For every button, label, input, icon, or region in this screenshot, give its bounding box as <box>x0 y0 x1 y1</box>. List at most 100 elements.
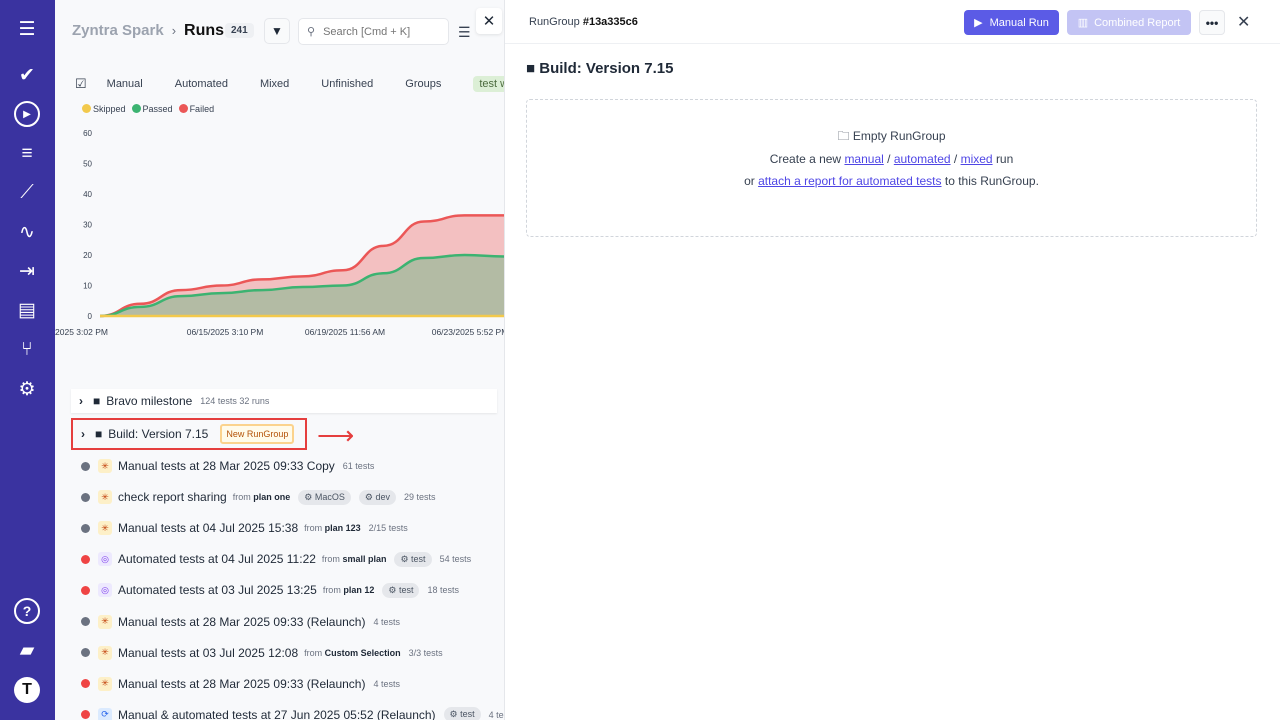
search-box[interactable]: ⚲ <box>298 18 449 45</box>
run-title: Manual tests at 28 Mar 2025 09:33 Copy <box>118 459 335 473</box>
run-plan: from plan one <box>232 492 291 503</box>
runs-chart: 0 10 20 30 40 50 60 06/11/2025 3:02 PM 06/15/202… <box>55 129 504 337</box>
status-icon <box>81 710 90 720</box>
manual-run-button[interactable]: ▶ Manual Run <box>964 10 1059 35</box>
status-icon <box>81 492 90 502</box>
menu-icon[interactable]: ☰ <box>18 18 36 40</box>
settings-sliders-icon[interactable]: ☰ <box>458 24 471 40</box>
mixed-link[interactable]: mixed <box>960 152 993 166</box>
filter-icon: ▼ <box>271 24 283 38</box>
run-row[interactable]: ◎ Automated tests at 03 Jul 2025 13:25 fro… <box>75 578 459 602</box>
close-icon[interactable]: ✕ <box>1237 14 1251 31</box>
search-input[interactable] <box>323 25 434 38</box>
more-options-button[interactable]: ••• <box>1199 10 1225 35</box>
expand-chevron-icon[interactable]: › <box>79 394 83 408</box>
env-tag: ⚙ test <box>443 707 481 720</box>
rungroup-detail: RunGroup #13a335c6 ▶ Manual Run ▥ Combined… <box>505 0 1280 720</box>
tab-groups[interactable]: Groups <box>405 78 442 90</box>
legend-item[interactable]: Skipped <box>82 104 126 114</box>
pulse-icon[interactable]: ∿ <box>19 221 35 243</box>
run-test-count: 4 tests <box>488 709 504 720</box>
bar-chart-icon: ▥ <box>1077 17 1089 29</box>
divider <box>505 43 1280 44</box>
run-title: Manual & automated tests at 27 Jun 2025 … <box>118 707 436 720</box>
manual-run-icon: ✳ <box>98 645 112 660</box>
expand-chevron-icon[interactable]: › <box>81 427 85 441</box>
sidebar: ☰ ✔ ▶ ≡ ⟋ ∿ ⇥ ▤ ⑂ ⚙? ▰ T <box>0 0 55 720</box>
y-tick-label: 10 <box>83 282 92 291</box>
run-row[interactable]: ⟳ Manual & automated tests at 27 Jun 2025… <box>75 703 504 720</box>
automated-link[interactable]: automated <box>893 152 951 166</box>
run-title: Manual tests at 28 Mar 2025 09:33 (Relau… <box>118 614 366 629</box>
run-title: check report sharing <box>118 490 227 505</box>
y-tick-label: 30 <box>83 221 92 230</box>
run-row[interactable]: ✳ Manual tests at 03 Jul 2025 12:08 from C… <box>75 641 443 665</box>
manual-run-icon: ✳ <box>98 614 112 629</box>
create-run-line: Create a new manual / automated / mixed … <box>769 152 1014 166</box>
tab-mixed[interactable]: Mixed <box>259 78 290 90</box>
branch-icon[interactable]: ⑂ <box>21 339 33 360</box>
run-row[interactable]: ✳ Manual tests at 28 Mar 2025 09:33 Copy 6… <box>75 454 374 478</box>
attach-report-link[interactable]: attach a report for automated tests <box>758 174 942 188</box>
breadcrumb-project[interactable]: Zyntra Spark <box>72 22 164 39</box>
run-plan: from Custom Selection <box>304 647 401 658</box>
legend-swatch <box>178 104 188 113</box>
tab-automated[interactable]: Automated <box>174 78 228 90</box>
folder-icon: ■ <box>95 427 103 441</box>
folders-icon[interactable]: ▰ <box>19 639 35 661</box>
folder-icon: ■ <box>93 394 101 408</box>
group-meta: 124 tests 32 runs <box>200 396 270 406</box>
status-icon <box>81 523 90 533</box>
close-panel-button[interactable]: ✕ <box>476 8 502 34</box>
gear-icon: ⚙ <box>388 584 397 595</box>
steps-icon[interactable]: ⟋ <box>20 182 34 203</box>
import-icon[interactable]: ⇥ <box>19 260 35 282</box>
status-icon <box>81 679 90 689</box>
select-all-icon[interactable]: ☑ <box>75 76 87 91</box>
x-tick-label: 06/19/2025 11:56 AM <box>305 327 385 337</box>
run-title: Manual tests at 28 Mar 2025 09:33 (Relau… <box>118 676 366 691</box>
manual-link[interactable]: manual <box>844 152 884 166</box>
legend-label: Passed <box>142 104 173 114</box>
play-circle-icon[interactable]: ▶ <box>14 101 40 127</box>
combined-report-button[interactable]: ▥ Combined Report <box>1067 10 1191 35</box>
y-tick-label: 50 <box>83 160 92 169</box>
folder-icon: ■ <box>526 60 536 77</box>
env-tag: ⚙ dev <box>358 489 396 505</box>
empty-title: 🗀 Empty RunGroup <box>837 129 946 143</box>
run-row[interactable]: ✳ check report sharing from plan one ⚙ MacO… <box>75 485 436 509</box>
status-icon <box>81 648 90 658</box>
auto-run-icon: ◎ <box>98 552 112 567</box>
check-icon[interactable]: ✔ <box>19 64 35 86</box>
gear-icon[interactable]: ⚙ <box>18 378 36 400</box>
status-icon <box>81 554 90 564</box>
runs-panel: Zyntra Spark › Runs 241 ▼ ⚲ ☰ ✕ ☑ Manual Au… <box>55 0 505 720</box>
area-failed <box>100 215 504 316</box>
x-tick-label: 06/15/2025 3:10 PM <box>187 327 264 337</box>
chart-icon[interactable]: ▤ <box>18 299 36 321</box>
status-icon <box>81 585 90 595</box>
mix-run-icon: ⟳ <box>98 707 112 720</box>
tag-filter[interactable]: test work <box>473 76 504 92</box>
run-row[interactable]: ✳ Manual tests at 04 Jul 2025 15:38 from p… <box>75 516 408 540</box>
arrow-annotation: ⟶ <box>317 420 355 450</box>
tab-unfinished[interactable]: Unfinished <box>321 78 374 90</box>
combined-report-label: Combined Report <box>1094 16 1181 29</box>
tab-manual[interactable]: Manual <box>106 78 143 90</box>
help-icon[interactable]: ? <box>14 598 40 624</box>
legend-item[interactable]: Passed <box>131 104 173 114</box>
run-row[interactable]: ✳ Manual tests at 28 Mar 2025 09:33 (Rela… <box>75 672 400 696</box>
y-tick-label: 40 <box>83 190 92 199</box>
run-row[interactable]: ◎ Automated tests at 04 Jul 2025 11:22 fro… <box>75 547 471 571</box>
rungroup-row-selected[interactable]: › ■ Build: Version 7.15 New RunGroup <box>71 418 307 450</box>
gear-icon: ⚙ <box>449 709 458 720</box>
list-check-icon[interactable]: ≡ <box>21 143 33 164</box>
logo-icon[interactable]: T <box>14 677 40 703</box>
gear-icon: ⚙ <box>400 553 409 564</box>
env-tag: ⚙ MacOS <box>298 489 351 505</box>
legend-item[interactable]: Failed <box>178 104 214 114</box>
rungroup-row[interactable]: › ■ Bravo milestone 124 tests 32 runs <box>71 389 497 413</box>
run-row[interactable]: ✳ Manual tests at 28 Mar 2025 09:33 (Rela… <box>75 610 400 634</box>
filter-button[interactable]: ▼ <box>264 18 290 44</box>
y-tick-label: 60 <box>83 129 92 138</box>
